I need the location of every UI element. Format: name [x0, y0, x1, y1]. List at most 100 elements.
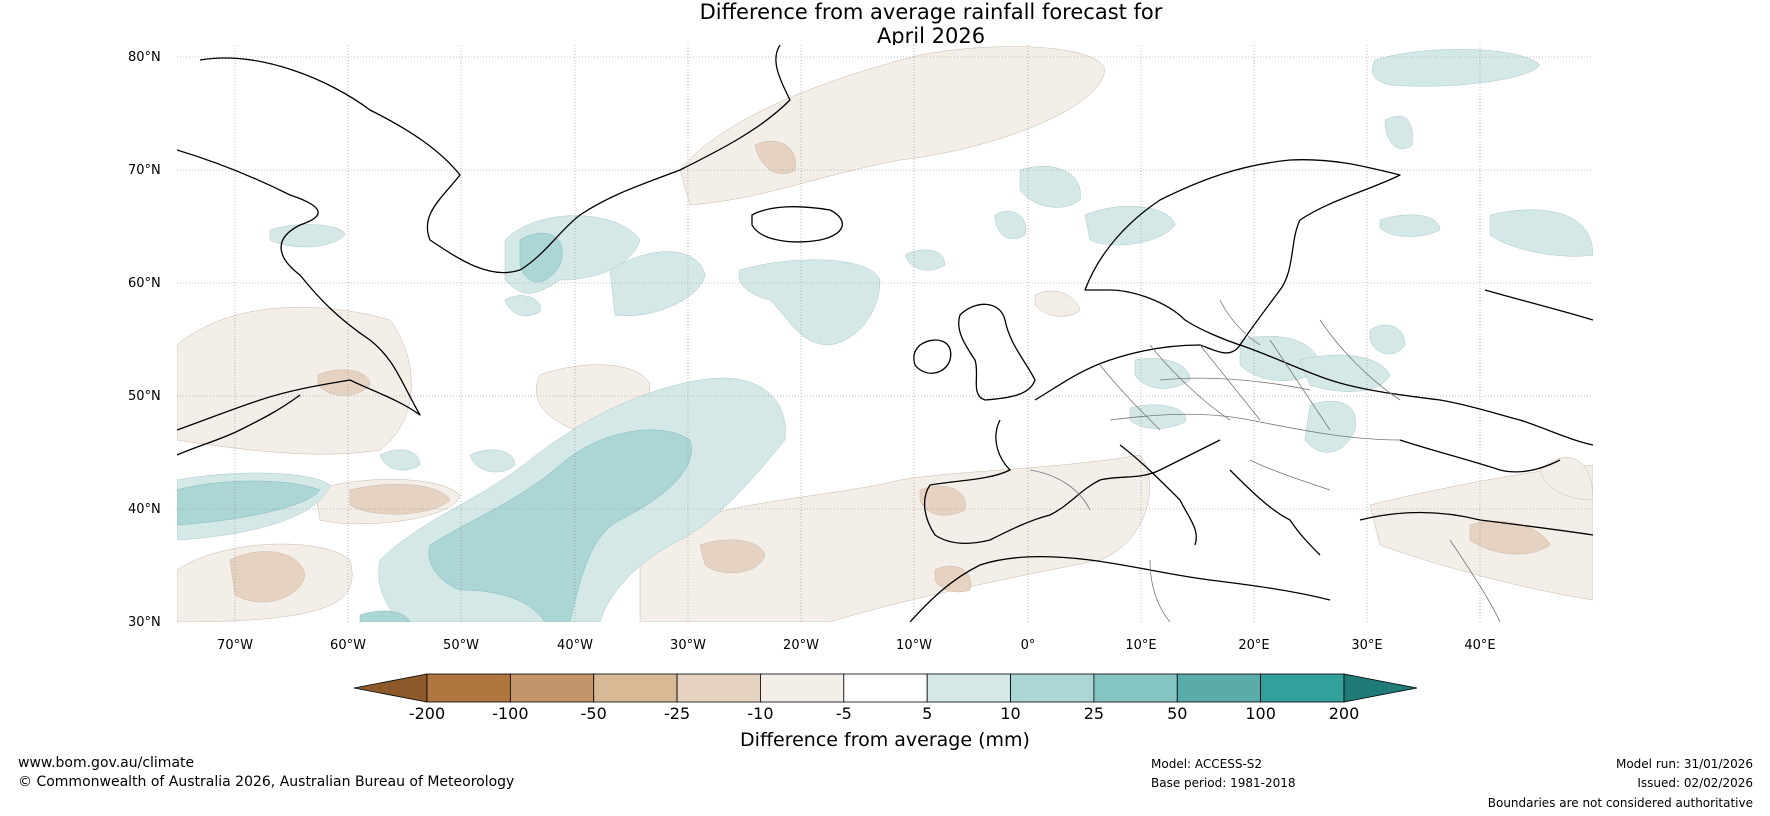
anomaly-region: [994, 210, 1027, 240]
anomaly-layer: [177, 46, 1593, 622]
colorbar-segment: [593, 673, 678, 703]
anomaly-region: [469, 449, 516, 473]
lon-label: 70°W: [217, 638, 253, 653]
copyright-text: © Commonwealth of Australia 2026, Austra…: [18, 774, 515, 790]
colorbar-tick-label: 5: [922, 704, 932, 723]
anomaly-region: [1034, 290, 1081, 317]
anomaly-region: [1372, 49, 1541, 87]
colorbar-segment: [1176, 673, 1262, 703]
lon-label: 20°E: [1238, 638, 1269, 653]
scandinavia-coast: [1084, 159, 1401, 346]
anomaly-region: [1384, 115, 1413, 150]
anomaly-region: [1469, 520, 1551, 555]
anomaly-region: [1489, 209, 1593, 257]
lat-label: 40°N: [128, 502, 161, 517]
anomaly-region: [1304, 400, 1357, 453]
colorbar-segment: [843, 673, 928, 703]
lon-label: 40°W: [557, 638, 593, 653]
colorbar-tick-label: 50: [1167, 704, 1187, 723]
issued-text: Issued: 02/02/2026: [1637, 776, 1753, 790]
anomaly-region: [349, 484, 451, 515]
lon-label: 20°W: [783, 638, 819, 653]
balkans-coast: [1229, 469, 1321, 556]
anomaly-region: [504, 295, 541, 316]
lat-label: 80°N: [128, 50, 161, 65]
colorbar-min-arrow: [353, 673, 428, 703]
latitude-labels: 80°N 70°N 60°N 50°N 40°N 30°N: [128, 50, 161, 630]
great-britain: [958, 303, 1036, 401]
north-africa-coast: [909, 556, 1331, 622]
website-text: www.bom.gov.au/climate: [18, 755, 195, 771]
colorbar-segment: [676, 673, 761, 703]
colorbar-segment: [1010, 673, 1095, 703]
anomaly-region: [519, 232, 563, 283]
model-text: Model: ACCESS-S2: [1151, 757, 1263, 771]
longitude-labels: 70°W 60°W 50°W 40°W 30°W 20°W 10°W 0° 10…: [217, 638, 1496, 653]
colorbar-segment: [1093, 673, 1178, 703]
iceland: [751, 206, 843, 243]
country-borders: [1029, 299, 1501, 622]
anomaly-region: [1369, 324, 1406, 355]
anomaly-region: [177, 480, 321, 526]
title-line-2: April 2026: [876, 24, 986, 48]
colorbar-segment: [509, 673, 595, 703]
colorbar-tick-label: 25: [1084, 704, 1104, 723]
colorbar-max-arrow: [1343, 673, 1418, 703]
anomaly-region: [904, 249, 946, 271]
labrador-coast: [177, 149, 421, 431]
colorbar-tick-label: -100: [492, 704, 528, 723]
disclaimer-text: Boundaries are not considered authoritat…: [1487, 796, 1753, 810]
colorbar-tick-label: -10: [747, 704, 773, 723]
colorbar-segment: [760, 673, 845, 703]
lat-label: 60°N: [128, 276, 161, 291]
lon-label: 30°W: [670, 638, 706, 653]
lat-label: 50°N: [128, 389, 161, 404]
graticule: [177, 45, 1593, 622]
title-line-1: Difference from average rainfall forecas…: [699, 0, 1163, 24]
lon-label: 10°W: [896, 638, 932, 653]
greenland-coast: [199, 45, 791, 274]
colorbar-tick-label: 200: [1329, 704, 1360, 723]
lon-label: 60°W: [330, 638, 366, 653]
anomaly-region: [934, 565, 972, 593]
anomaly-region: [229, 551, 306, 603]
lon-label: 0°: [1021, 638, 1036, 653]
ireland: [913, 339, 952, 374]
colorbar-tick-label: -200: [409, 704, 445, 723]
italy-coast: [1119, 444, 1197, 546]
lon-label: 40°E: [1464, 638, 1495, 653]
iberia-coast: [923, 419, 1221, 544]
anomaly-region: [1134, 358, 1191, 389]
model-run-text: Model run: 31/01/2026: [1615, 757, 1753, 771]
lon-label: 30°E: [1351, 638, 1382, 653]
anomaly-region: [609, 251, 706, 317]
anomaly-region: [699, 539, 766, 574]
lon-label: 50°W: [443, 638, 479, 653]
anomaly-region: [1019, 166, 1081, 208]
colorbar-tick-label: 10: [1000, 704, 1020, 723]
anomaly-region: [359, 610, 411, 622]
us-northeast-coast: [177, 394, 301, 456]
anomaly-region: [1539, 457, 1593, 501]
colorbar-tick-label: -50: [581, 704, 607, 723]
lat-label: 70°N: [128, 163, 161, 178]
colorbar-tick-label: -5: [836, 704, 852, 723]
anomaly-region: [1299, 354, 1391, 392]
europe-north-coast: [1034, 344, 1593, 446]
anomaly-region: [177, 307, 412, 455]
base-period-text: Base period: 1981-2018: [1151, 776, 1296, 790]
colorbar-tick-label: -25: [664, 704, 690, 723]
anomaly-region: [1084, 206, 1176, 246]
russia-arctic-coast: [1484, 289, 1593, 321]
colorbar-segment: [926, 673, 1011, 703]
anomaly-region: [379, 449, 421, 471]
black-sea-coast: [1399, 439, 1561, 473]
turkey-coast: [1359, 511, 1593, 536]
anomaly-region: [1129, 404, 1186, 429]
colorbar-segment: [426, 673, 511, 703]
map-title: Difference from average rainfall forecas…: [0, 0, 1770, 48]
colorbar: -200 -100 -50 -25 -10 -5 5 10 25 50 100 200: [353, 673, 1418, 723]
anomaly-region: [1379, 214, 1441, 237]
colorbar-segment: [1260, 673, 1345, 703]
